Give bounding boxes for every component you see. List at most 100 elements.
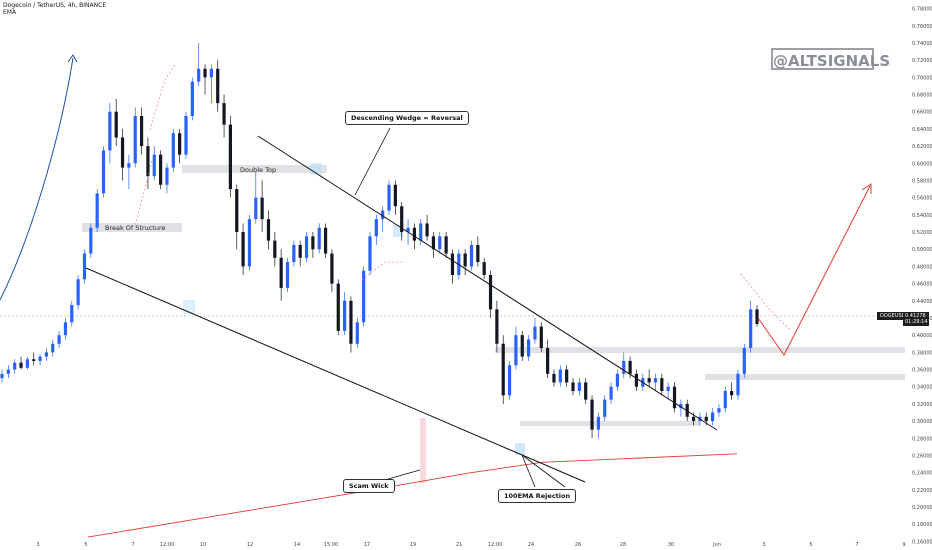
candle-body — [412, 227, 416, 241]
candle-body — [571, 382, 575, 392]
y-tick-label: 0.38000 — [912, 350, 932, 356]
candle-body — [717, 408, 721, 413]
candle-body — [596, 416, 600, 430]
candle-body — [247, 219, 252, 267]
candle-body — [546, 348, 550, 374]
candle-body — [419, 223, 423, 241]
candle-body — [431, 236, 436, 250]
y-tick-label: 0.74000 — [912, 41, 932, 47]
ema-touch-highlight — [515, 443, 525, 455]
watermark: @ALTSIGNALS — [771, 48, 890, 70]
candle-body — [742, 348, 746, 374]
highlight-boxes — [183, 163, 525, 483]
candle-body — [108, 111, 112, 151]
scam-wick-pointer — [387, 469, 421, 480]
impulse-curve — [0, 54, 78, 301]
candle-body — [279, 257, 283, 288]
break-of-structure-label: Break Of Structure — [105, 224, 166, 232]
double-top-label: Double Top — [240, 166, 277, 174]
x-tick-label: 17 — [364, 542, 370, 548]
candle-body — [666, 386, 670, 392]
candle-body — [653, 378, 658, 383]
wedge-upper-line — [257, 135, 718, 431]
candle-body — [634, 373, 639, 387]
candle-body — [647, 378, 651, 383]
candle-body — [25, 359, 29, 368]
candle-body — [488, 275, 493, 310]
candle-body — [565, 369, 569, 383]
y-tick-label: 0.64000 — [912, 127, 932, 133]
dash-guide-1 — [134, 159, 153, 226]
candle-body — [241, 232, 245, 267]
candle-body — [190, 81, 194, 117]
last-price-tag: 0.41278 01:29:14 — [903, 312, 930, 326]
candle-body — [463, 253, 467, 267]
candle-body — [501, 343, 505, 396]
candle-body — [558, 369, 562, 383]
candle-body — [730, 391, 734, 396]
x-tick-label: 5 — [809, 542, 812, 548]
y-tick-label: 0.24000 — [912, 471, 932, 477]
candle-body — [311, 236, 315, 250]
candle-body — [520, 335, 524, 357]
candle-body — [120, 137, 125, 168]
y-tick-label: 0.60000 — [912, 161, 932, 167]
candle-body — [507, 365, 512, 396]
y-tick-label: 0.20000 — [912, 505, 932, 511]
candle-body — [381, 210, 385, 220]
candle-body — [184, 116, 188, 155]
x-tick-label: 10 — [200, 542, 206, 548]
candle-body — [577, 382, 581, 392]
y-tick-label: 0.22000 — [912, 488, 932, 494]
last-price-value: 0.41278 — [905, 313, 926, 319]
candle-body — [317, 227, 321, 250]
y-tick-label: 0.58000 — [912, 178, 932, 184]
candle-body — [476, 244, 480, 263]
projection-line — [757, 185, 871, 356]
x-tick-label: 12:00 — [488, 542, 502, 548]
candle-body — [482, 262, 486, 275]
candle-body — [691, 416, 696, 422]
candle-body — [539, 326, 543, 349]
candle-body — [704, 416, 708, 422]
x-tick-label: 21 — [456, 542, 462, 548]
candle-body — [533, 326, 537, 340]
symbol-price-tag: DOGEUSDT — [877, 312, 912, 320]
ema-rejection-pointer-a — [521, 454, 536, 488]
y-tick-label: 0.32000 — [912, 402, 932, 408]
candle-body — [197, 68, 201, 82]
double-top-zone — [182, 165, 327, 173]
y-tick-label: 0.66000 — [912, 110, 932, 116]
candle-body — [203, 68, 207, 78]
candle-body — [254, 197, 258, 220]
candle-body — [374, 219, 378, 237]
dash-guide-4 — [149, 64, 176, 131]
candle-body — [362, 270, 366, 323]
breakout-zone — [705, 374, 905, 380]
candle-body — [133, 116, 137, 164]
ema-rejection-pointer-b — [521, 454, 566, 488]
scam-wick-highlight — [420, 418, 426, 483]
y-tick-label: 0.48000 — [912, 264, 932, 270]
candle-body — [159, 154, 163, 185]
y-tick-label: 0.76000 — [912, 24, 932, 30]
resistance-zone — [495, 347, 905, 353]
candle-body — [171, 133, 175, 168]
wedge-lower-line — [85, 267, 586, 483]
projection-path — [757, 183, 872, 356]
descending-wedge-note: Descending Wedge = Reversal — [345, 111, 469, 125]
x-tick-label: 5 — [84, 542, 87, 548]
candle-body — [368, 236, 372, 271]
y-tick-label: 0.78000 — [912, 7, 932, 13]
descending-wedge-pointer — [354, 127, 391, 196]
y-tick-label: 0.44000 — [912, 299, 932, 305]
candle-body — [723, 391, 727, 409]
countdown-value: 01:29:14 — [905, 319, 928, 325]
y-tick-label: 0.30000 — [912, 419, 932, 425]
y-tick-label: 0.54000 — [912, 213, 932, 219]
candle-body — [304, 236, 309, 258]
candle-body — [590, 399, 594, 430]
candle-body — [710, 412, 715, 422]
impulse-arrow-curve — [0, 57, 74, 301]
